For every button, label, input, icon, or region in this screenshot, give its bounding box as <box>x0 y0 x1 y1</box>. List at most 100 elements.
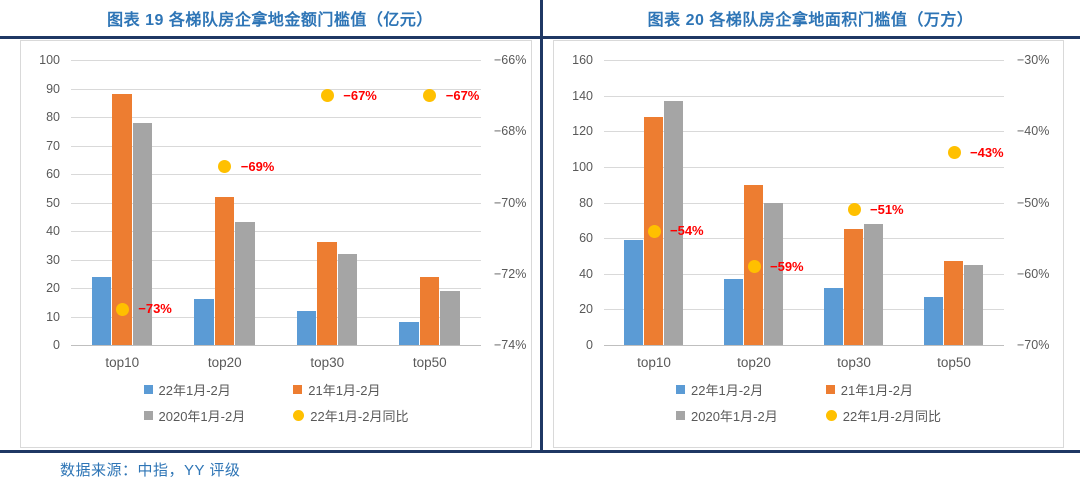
category-label: top20 <box>737 355 771 370</box>
grid-line <box>71 202 481 204</box>
grid-line <box>71 174 481 175</box>
bottom-rule <box>0 450 1080 453</box>
grid-line <box>604 60 1004 61</box>
bar-2020年1月-2月-top30 <box>337 253 357 345</box>
legend-square-marker <box>143 385 153 394</box>
grid-line <box>71 259 481 261</box>
grid-line <box>604 131 1004 133</box>
right-axis-tick-label: −68% <box>494 124 527 139</box>
vertical-divider-rule <box>540 0 543 451</box>
chart-land-money-threshold: 100 90 80 70 60 50 40 30 20 10 0 −66% −68% −70% −72% −7… <box>20 40 532 448</box>
legend-label: 22年1月-2月同比 <box>310 409 409 424</box>
chart-title-left: 图表 19 各梯队房企拿地金额门槛值（亿元） <box>107 12 433 29</box>
legend-item-2020年1月-2月: 2020年1月-2月 <box>676 406 778 425</box>
legend-circle-marker <box>293 410 305 421</box>
right-axis-tick-label: −30% <box>1017 53 1050 67</box>
bar-21年1月-2月-top10 <box>112 94 132 345</box>
chart-legend: 22年1月-2月 21年1月-2月 2020年1月-2月 22年1月-2月同比 <box>21 380 531 425</box>
left-axis-tick-label: 60 <box>579 231 593 246</box>
right-axis-tick-label: −60% <box>1017 266 1050 281</box>
left-axis-tick-label: 40 <box>46 224 60 238</box>
right-axis-tick-label: −40% <box>1017 124 1050 139</box>
legend-item-22年1月-2月同比: 22年1月-2月同比 <box>293 406 408 425</box>
legend-circle-marker <box>825 410 837 421</box>
sync-marker-dot <box>647 224 661 238</box>
grid-line <box>604 202 1004 204</box>
grid-line <box>71 345 481 346</box>
left-axis-tick-label: 0 <box>53 338 60 352</box>
sync-marker-label: −67% <box>343 87 377 103</box>
left-axis-tick-label: 40 <box>579 266 593 281</box>
bar-22年1月-2月-top10 <box>91 276 111 345</box>
left-axis-tick-label: 140 <box>572 88 593 103</box>
bar-2020年1月-2月-top50 <box>440 290 460 345</box>
bar-21年1月-2月-top20 <box>214 196 234 345</box>
legend-label: 2020年1月-2月 <box>691 409 778 424</box>
bar-22年1月-2月-top30 <box>824 288 843 345</box>
left-axis-tick-label: 60 <box>46 167 60 181</box>
sync-marker-label: −73% <box>138 301 172 317</box>
legend-label: 22年1月-2月 <box>691 383 764 398</box>
legend-label: 21年1月-2月 <box>308 383 381 398</box>
legend-square-marker <box>293 385 303 394</box>
legend-item-22年1月-2月: 22年1月-2月 <box>676 380 778 399</box>
grid-line <box>604 166 1004 168</box>
legend-label: 21年1月-2月 <box>840 383 913 398</box>
left-axis-tick-label: 10 <box>46 309 60 324</box>
left-axis-tick-label: 100 <box>572 159 593 174</box>
left-axis-tick-label: 30 <box>46 252 60 267</box>
category-label: top30 <box>837 355 871 370</box>
right-axis-tick-label: −74% <box>494 338 527 352</box>
category-label: top50 <box>412 355 447 370</box>
bar-21年1月-2月-top30 <box>844 229 863 345</box>
grid-line <box>71 145 481 147</box>
bar-2020年1月-2月-top20 <box>764 202 783 345</box>
legend-label: 22年1月-2月 <box>158 383 231 398</box>
legend-item-21年1月-2月: 21年1月-2月 <box>293 380 408 399</box>
bar-22年1月-2月-top20 <box>194 299 214 345</box>
grid-line <box>71 117 481 118</box>
bar-2020年1月-2月-top10 <box>132 122 152 345</box>
left-axis-tick-label: 160 <box>572 53 593 67</box>
left-axis-tick-label: 80 <box>579 195 593 210</box>
legend-square-marker <box>676 411 686 420</box>
sync-marker-label: −43% <box>970 144 1004 160</box>
left-axis-tick-label: 80 <box>46 110 60 124</box>
bar-22年1月-2月-top50 <box>399 322 419 345</box>
legend-square-marker <box>825 385 835 394</box>
grid-line <box>604 345 1004 346</box>
category-label: top50 <box>937 355 971 370</box>
grid-line <box>604 238 1004 240</box>
right-axis-tick-label: −66% <box>494 53 527 67</box>
chart-title-right: 图表 20 各梯队房企拿地面积门槛值（万方） <box>647 12 974 29</box>
sync-marker-dot <box>847 203 861 217</box>
bar-2020年1月-2月-top30 <box>864 223 883 345</box>
bar-21年1月-2月-top30 <box>317 242 337 345</box>
left-axis-tick-label: 50 <box>46 195 60 210</box>
bar-22年1月-2月-top50 <box>924 296 943 345</box>
left-axis-tick-label: 120 <box>572 124 593 139</box>
left-axis-tick-label: 20 <box>579 302 593 317</box>
grid-line <box>604 273 1004 275</box>
sync-marker-label: −67% <box>445 87 480 103</box>
right-axis-tick-label: −70% <box>1017 338 1050 352</box>
right-axis-tick-label: −70% <box>494 195 527 210</box>
sync-marker-dot <box>115 302 129 316</box>
category-label: top10 <box>637 355 671 370</box>
bar-2020年1月-2月-top10 <box>664 100 683 345</box>
left-axis-tick-label: 70 <box>46 138 60 153</box>
sync-marker-label: −54% <box>670 223 704 238</box>
bar-21年1月-2月-top50 <box>944 261 963 345</box>
grid-line <box>71 316 481 318</box>
sync-marker-dot <box>747 260 761 274</box>
category-label: top30 <box>310 355 345 370</box>
bar-2020年1月-2月-top50 <box>964 264 983 345</box>
data-source-note: 数据来源：中指，YY 评级 <box>60 462 241 479</box>
category-label: top10 <box>105 355 140 370</box>
bar-2020年1月-2月-top20 <box>235 222 255 345</box>
grid-line <box>604 95 1004 97</box>
sync-marker-label: −51% <box>870 201 904 217</box>
bar-21年1月-2月-top50 <box>419 276 439 345</box>
sync-marker-label: −69% <box>240 158 275 174</box>
